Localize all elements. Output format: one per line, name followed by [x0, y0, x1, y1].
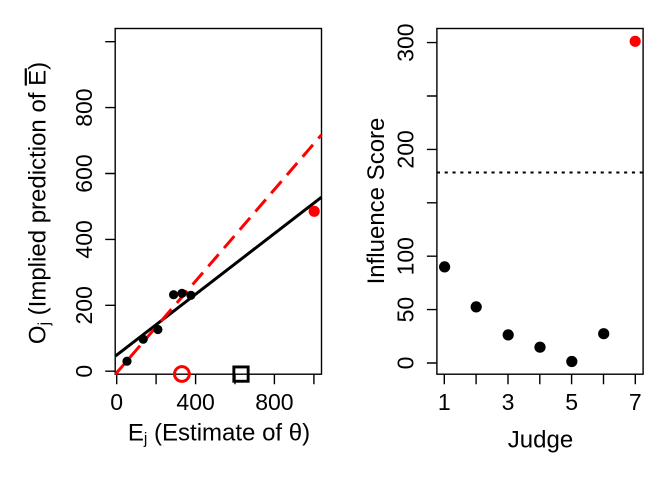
svg-text:1: 1 — [438, 389, 451, 415]
svg-text:50: 50 — [393, 297, 419, 323]
svg-text:7: 7 — [629, 389, 642, 415]
svg-text:200: 200 — [393, 130, 419, 168]
svg-text:Influence Score: Influence Score — [363, 118, 390, 285]
svg-text:5: 5 — [565, 389, 578, 415]
svg-text:600: 600 — [71, 154, 97, 192]
svg-text:0: 0 — [71, 365, 97, 378]
svg-text:0: 0 — [393, 357, 419, 370]
svg-text:300: 300 — [393, 23, 419, 61]
svg-text:400: 400 — [71, 220, 97, 258]
svg-text:Oj (Implied prediction of E): Oj (Implied prediction of E) — [25, 62, 53, 344]
svg-text:800: 800 — [255, 389, 293, 415]
svg-text:Ej (Estimate of θ): Ej (Estimate of θ) — [128, 420, 310, 448]
svg-text:Judge: Judge — [508, 427, 573, 454]
svg-text:800: 800 — [71, 88, 97, 126]
svg-text:200: 200 — [71, 286, 97, 324]
svg-text:100: 100 — [393, 237, 419, 275]
svg-text:3: 3 — [502, 389, 515, 415]
svg-text:400: 400 — [176, 389, 214, 415]
svg-text:0: 0 — [110, 389, 123, 415]
